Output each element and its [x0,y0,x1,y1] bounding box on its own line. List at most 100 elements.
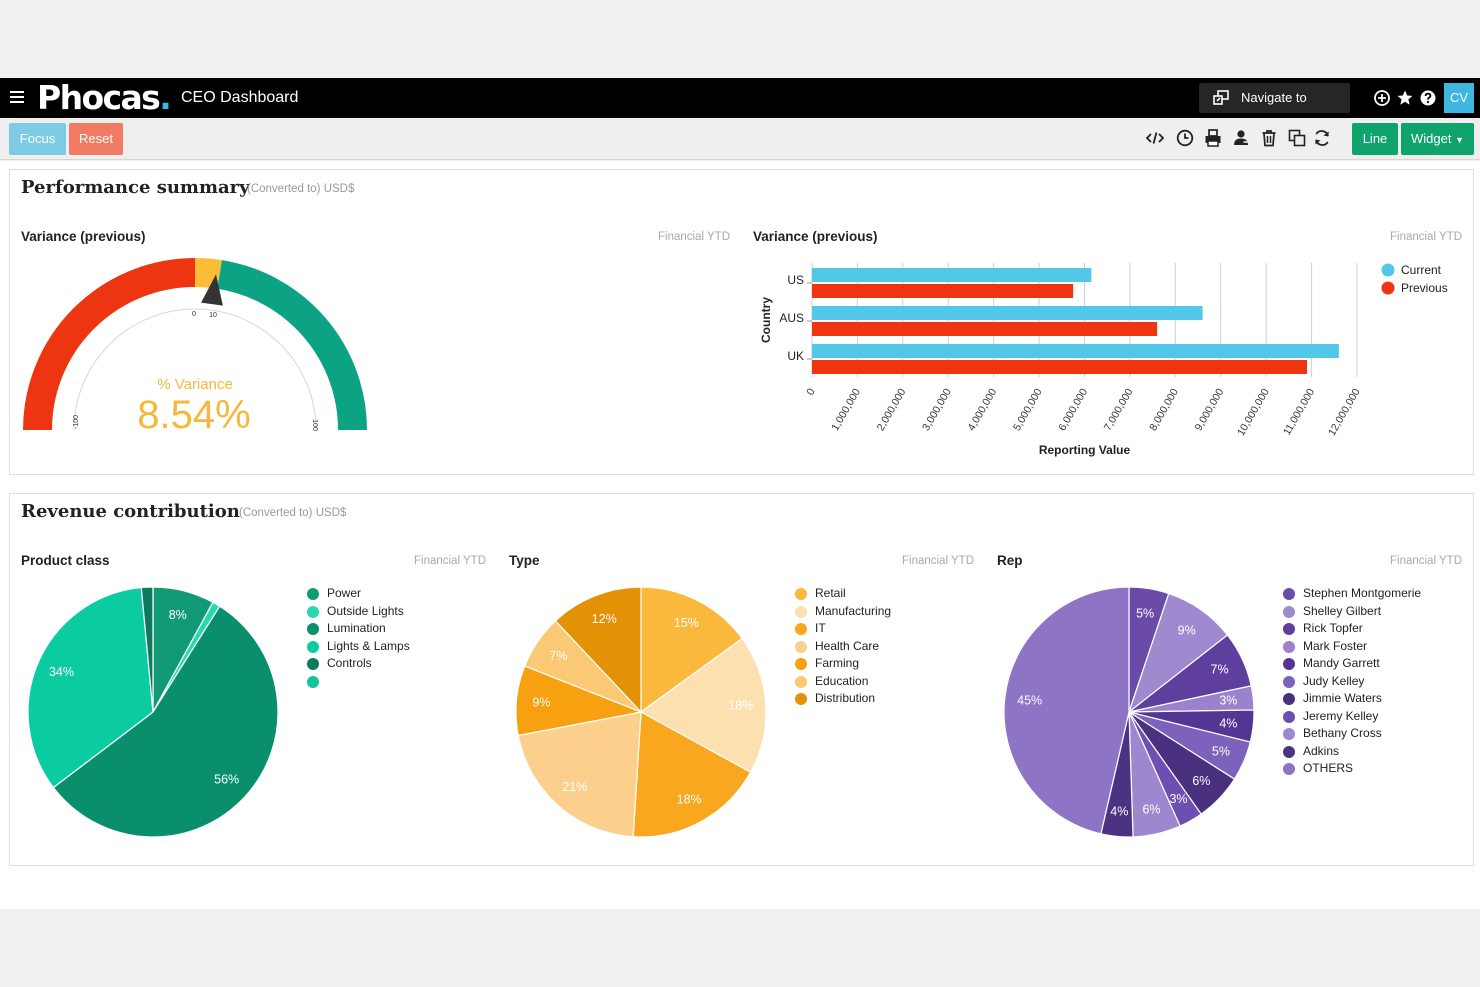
gauge-period: Financial YTD [657,231,730,243]
legend-item-it[interactable]: IT [795,620,891,638]
rep-pie-chart[interactable]: 5% 9% 7% 3% 4% 5% 6% 3% 6% 4% 45% [996,580,1266,850]
legend-swatch [1283,588,1295,600]
bar-category-label: UK [787,349,804,363]
legend-item-jimmie-waters[interactable]: Jimmie Waters [1283,690,1421,708]
type-title[interactable]: Type [509,553,540,568]
bar-current-uk[interactable] [812,344,1339,358]
focus-button[interactable]: Focus [9,123,66,155]
legend-item-jeremy-kelley[interactable]: Jeremy Kelley [1283,708,1421,726]
legend-item-power[interactable]: Power [307,585,410,603]
product-class-title[interactable]: Product class [21,553,110,568]
variance-bar-chart[interactable]: 0 1,000,000 2,000,000 3,000,000 4,000,000 5,0… [740,255,1470,465]
copy-icon[interactable] [1287,128,1307,148]
legend-item-shelley-gilbert[interactable]: Shelley Gilbert [1283,603,1421,621]
gauge-widget-title[interactable]: Variance (previous) [21,229,146,244]
pie-slice-controls[interactable] [140,586,154,713]
legend-current[interactable]: Current [1401,263,1442,277]
line-button[interactable]: Line [1352,123,1398,155]
legend-label: Lumination [327,621,386,635]
rep-title[interactable]: Rep [997,553,1023,568]
pie-slice-label: 3% [1219,694,1237,708]
legend-item-education[interactable]: Education [795,673,891,691]
navigate-button[interactable]: Navigate to [1199,83,1350,113]
pie-slice-label: 7% [1211,663,1229,677]
bar-y-axis-label: Country [759,297,773,343]
legend-item-outside-lights[interactable]: Outside Lights [307,603,410,621]
legend-label: Controls [327,656,372,670]
legend-swatch [1283,623,1295,635]
legend-item-others[interactable]: OTHERS [1283,760,1421,778]
legend-item-lumination[interactable]: Lumination [307,620,410,638]
legend-label: Lights & Lamps [327,638,410,653]
gauge-needle [201,274,223,306]
gauge-max-label: 100 [311,419,318,431]
refresh-icon[interactable] [1312,128,1332,148]
legend-swatch [795,675,807,688]
widget-dropdown-button[interactable]: Widget ▼ [1401,123,1474,155]
code-icon[interactable] [1145,128,1165,148]
legend-swatch [795,588,807,600]
legend-swatch [1283,675,1295,688]
pie-slice-distribution[interactable] [554,586,642,714]
legend-item-judy-kelley[interactable]: Judy Kelley [1283,673,1421,691]
reset-button[interactable]: Reset [69,123,123,155]
legend-item-adkins[interactable]: Adkins [1283,743,1421,761]
legend-label: Power [327,586,362,600]
legend-swatch [795,605,807,618]
logo[interactable]: Phocas. [37,78,172,117]
pie-slice-label: 18% [677,793,702,807]
legend-swatch [795,640,807,653]
legend-item-bethany-cross[interactable]: Bethany Cross [1283,725,1421,743]
product-class-period: Financial YTD [413,555,486,567]
legend-item-stephen-montgomerie[interactable]: Stephen Montgomerie [1283,585,1421,603]
legend-item-mark-foster[interactable]: Mark Foster [1283,638,1421,656]
type-pie-chart[interactable]: 15% 18% 18% 21% 9% 7% 12% [508,580,778,850]
pie-slice-manufacturing[interactable] [639,637,767,774]
legend-label: Bethany Cross [1303,726,1382,740]
menu-icon[interactable] [10,91,24,103]
legend-item-unnamed[interactable] [307,673,410,691]
pie-slice-others[interactable] [1003,586,1130,835]
trash-icon[interactable] [1259,128,1279,148]
legend-item-rick-topfer[interactable]: Rick Topfer [1283,620,1421,638]
legend-previous[interactable]: Previous [1401,281,1448,295]
pie-slice-label: 34% [49,665,74,679]
legend-item-manufacturing[interactable]: Manufacturing [795,603,891,621]
bar-previous-aus[interactable] [812,322,1158,336]
pie-slice-retail[interactable] [640,586,743,714]
product-class-pie-chart[interactable]: 8% 56% 34% [20,580,290,850]
user-avatar[interactable]: CV [1444,83,1474,113]
pie-slice-lights-lamps[interactable] [27,586,154,789]
pie-slice-lumination[interactable] [52,605,279,838]
bar-widget-title[interactable]: Variance (previous) [753,229,878,244]
pie-slice-it[interactable] [632,711,752,838]
legend-item-controls[interactable]: Controls [307,655,410,673]
pie-slice-label: 21% [562,780,587,794]
legend-item-retail[interactable]: Retail [795,585,891,603]
legend-item-lights-lamps[interactable]: Lights & Lamps [307,638,410,656]
bar-previous-uk[interactable] [812,360,1308,374]
share-user-icon[interactable] [1231,128,1251,148]
legend-label: Mark Foster [1303,638,1368,653]
legend-item-farming[interactable]: Farming [795,655,891,673]
pie-slice-label: 3% [1169,792,1187,806]
pie-slice-health-care[interactable] [517,711,642,838]
bar-previous-us[interactable] [812,284,1074,298]
clock-icon[interactable] [1175,128,1195,148]
print-icon[interactable] [1203,128,1223,148]
bar-x-tick-label: 3,000,000 [920,386,954,433]
bar-current-us[interactable] [812,268,1092,282]
legend-item-health-care[interactable]: Health Care [795,638,891,656]
legend-swatch [1283,745,1295,758]
add-circle-icon[interactable] [1373,89,1391,107]
legend-item-distribution[interactable]: Distribution [795,690,891,708]
pie-slice-label: 56% [214,773,239,787]
help-icon[interactable] [1419,89,1437,107]
pie-slice-label: 9% [1178,623,1196,637]
legend-swatch [1283,710,1295,723]
bar-current-aus[interactable] [812,306,1203,320]
legend-item-mandy-garrett[interactable]: Mandy Garrett [1283,655,1421,673]
variance-gauge[interactable]: 0 10 -100 100 % Variance 8.54% [0,240,400,440]
legend-swatch [307,588,319,600]
star-icon[interactable] [1396,89,1414,107]
